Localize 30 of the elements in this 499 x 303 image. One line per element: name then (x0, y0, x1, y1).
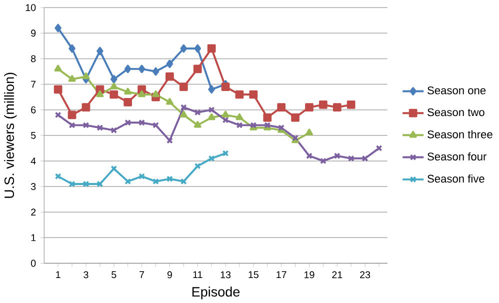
y-tick-label: 9 (31, 29, 36, 36)
legend-label: Season five (428, 174, 484, 182)
x-tick-label: 15 (248, 271, 258, 278)
y-axis-title: U.S. viewers (million) (4, 72, 17, 198)
x-tick-label: 19 (304, 271, 314, 278)
legend-label: Season four (428, 152, 487, 160)
legend-label: Season two (428, 108, 484, 116)
y-tick-label: 8 (31, 55, 36, 62)
y-tick-label: 2 (31, 208, 36, 216)
x-axis-title: Episode (192, 286, 240, 300)
legend-label: Season three (428, 130, 492, 138)
x-tick-label: 7 (140, 271, 144, 278)
legend-label: Season one (428, 86, 486, 94)
x-tick-label: 23 (360, 271, 370, 278)
y-tick-label: 4 (30, 157, 36, 164)
x-tick-label: 1 (56, 271, 60, 278)
x-tick-label: 9 (167, 271, 172, 278)
x-tick-label: 21 (332, 271, 342, 278)
x-tick-label: 5 (112, 271, 116, 278)
y-tick-label: 6 (31, 106, 36, 114)
y-tick-label: 3 (30, 182, 36, 190)
y-tick-label: 7 (31, 80, 36, 88)
y-tick-label: 10 (26, 4, 36, 11)
x-tick-label: 17 (276, 271, 286, 278)
y-tick-label: 0 (30, 260, 36, 267)
x-tick-label: 11 (193, 271, 202, 278)
x-tick-label: 3 (84, 271, 88, 278)
x-tick-label: 13 (220, 271, 231, 278)
y-tick-label: 1 (31, 234, 36, 241)
y-tick-label: 5 (30, 132, 36, 139)
